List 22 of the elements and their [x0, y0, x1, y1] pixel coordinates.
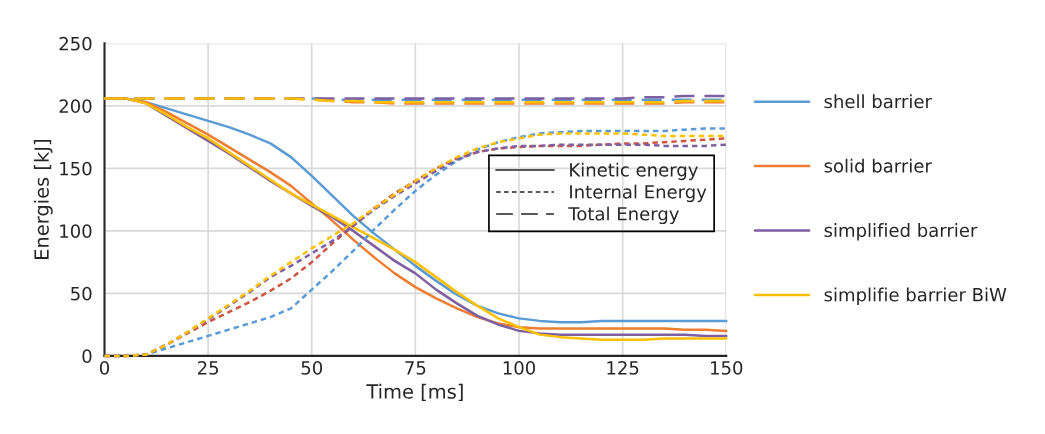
x-tick-label: 50 — [301, 361, 323, 375]
x-tick-label: 125 — [607, 361, 639, 375]
y-tick-label: 150 — [60, 161, 92, 176]
annotation: Internal Energy — [570, 184, 707, 203]
y-axis-title: Energies [kJ] — [33, 140, 53, 259]
x-axis-title: Time [ms] — [366, 383, 463, 402]
legend-label: simplifie barrier BiW — [824, 287, 1007, 306]
x-tick-label: 25 — [197, 361, 219, 375]
y-tick-label: 0 — [82, 349, 92, 363]
annotation: Total Energy — [568, 206, 679, 225]
legend-label: solid barrier — [824, 158, 932, 173]
y-tick-label: 200 — [59, 99, 92, 114]
y-tick-label: 250 — [59, 36, 92, 51]
annotation: Kinetic energy — [570, 162, 698, 181]
x-tick-label: 0 — [99, 361, 110, 375]
x-tick-label: 100 — [503, 361, 536, 375]
legend-label: shell barrier — [824, 94, 932, 109]
legend-label: simplified barrier — [824, 223, 978, 241]
x-tick-label: 150 — [711, 361, 743, 375]
x-tick-label: 75 — [405, 361, 426, 375]
y-tick-label: 100 — [60, 224, 92, 238]
y-tick-label: 50 — [71, 286, 92, 301]
